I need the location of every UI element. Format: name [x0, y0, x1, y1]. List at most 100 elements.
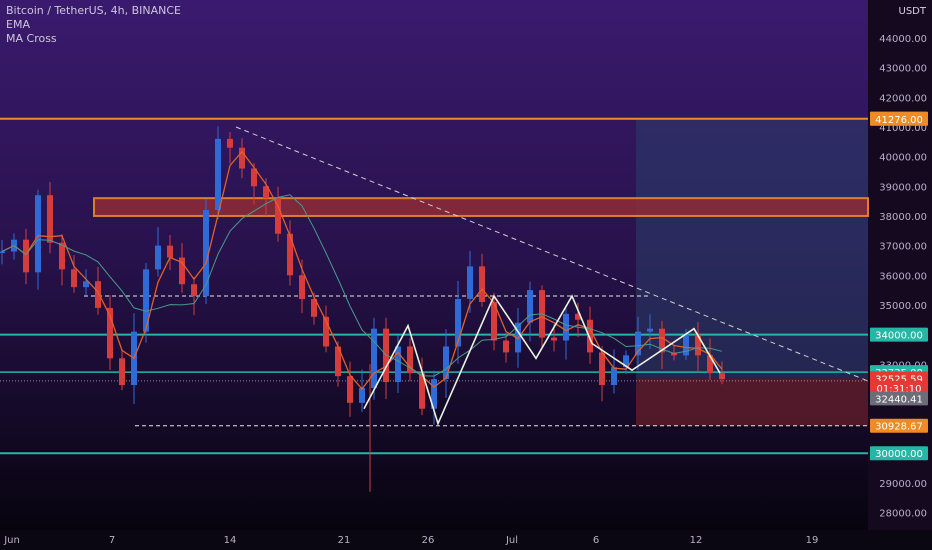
candle-body[interactable]: [635, 331, 641, 356]
price-tick-label: 44000.00: [879, 34, 927, 45]
price-badge-text: 41276.00: [875, 115, 923, 126]
candle-body[interactable]: [371, 328, 377, 388]
price-tick-label: 41000.00: [879, 123, 927, 134]
candle-body[interactable]: [659, 328, 665, 353]
price-badge-1: [870, 111, 928, 126]
candle-body[interactable]: [695, 334, 701, 356]
candle-body[interactable]: [587, 319, 593, 353]
price-badge-text: 32525.59: [875, 374, 923, 385]
price-tick-label: 35000.00: [879, 301, 927, 312]
candle-body[interactable]: [0, 251, 5, 254]
candle-body[interactable]: [431, 379, 437, 409]
candle-body[interactable]: [47, 195, 53, 243]
candle-body[interactable]: [551, 337, 557, 341]
candle-body[interactable]: [647, 328, 653, 332]
zigzag-line: [363, 294, 721, 426]
price-badge-8: [870, 446, 928, 461]
time-tick-label: 14: [224, 535, 237, 546]
price-badge-2: [870, 327, 928, 342]
candle-body[interactable]: [227, 138, 233, 148]
candle-body[interactable]: [59, 242, 65, 270]
trendline: [235, 126, 869, 382]
candle-body[interactable]: [455, 299, 461, 347]
ma-cross-line: [1, 194, 723, 377]
candle-body[interactable]: [143, 269, 149, 332]
candle-body[interactable]: [707, 355, 713, 374]
candle-body[interactable]: [35, 195, 41, 273]
candle-body[interactable]: [323, 316, 329, 347]
candle-body[interactable]: [491, 301, 497, 341]
candle-body[interactable]: [563, 313, 569, 341]
candle-body[interactable]: [251, 168, 257, 187]
candle-body[interactable]: [275, 198, 281, 234]
time-tick-label: 19: [806, 535, 819, 546]
candle-body[interactable]: [347, 376, 353, 403]
price-badge-text: 30000.00: [875, 449, 923, 460]
candle-body[interactable]: [407, 346, 413, 374]
candle-body[interactable]: [719, 373, 725, 380]
price-badge-text: 34000.00: [875, 331, 923, 342]
profit-zone: [636, 118, 868, 379]
time-tick-label: 26: [422, 535, 435, 546]
symbol-title[interactable]: Bitcoin / TetherUS, 4h, BINANCE: [6, 4, 182, 17]
candle-body[interactable]: [107, 307, 113, 359]
price-badge-text: 32440.41: [875, 394, 923, 405]
price-badge-text: 01:31:10: [877, 384, 922, 395]
price-tick-label: 29000.00: [879, 479, 927, 490]
candle-body[interactable]: [263, 186, 269, 199]
candle-body[interactable]: [575, 313, 581, 320]
price-tick-label: 38000.00: [879, 212, 927, 223]
price-tick-label: 43000.00: [879, 64, 927, 75]
candle-body[interactable]: [479, 266, 485, 302]
candle-body[interactable]: [155, 245, 161, 270]
candle-body[interactable]: [359, 387, 365, 403]
candle-body[interactable]: [683, 334, 689, 356]
candle-body[interactable]: [599, 352, 605, 386]
price-tick-label: 36000.00: [879, 271, 927, 282]
candle-body[interactable]: [203, 210, 209, 297]
candle-body[interactable]: [335, 346, 341, 377]
candle-body[interactable]: [443, 346, 449, 380]
time-tick-label: Jul: [505, 535, 518, 546]
time-axis-panel: [0, 530, 932, 550]
time-tick-label: 6: [593, 535, 599, 546]
ema-line: [1, 150, 723, 391]
price-badge-7: [870, 418, 928, 433]
candle-body[interactable]: [179, 257, 185, 285]
price-tick-label: 39000.00: [879, 182, 927, 193]
price-tick-label: 28000.00: [879, 509, 927, 520]
price-tick-label: 40000.00: [879, 153, 927, 164]
candle-body[interactable]: [311, 299, 317, 317]
candle-body[interactable]: [287, 233, 293, 276]
candle-body[interactable]: [119, 358, 125, 386]
candle-body[interactable]: [71, 269, 77, 288]
indicator-ema[interactable]: EMA: [6, 18, 30, 31]
candle-body[interactable]: [167, 245, 173, 258]
candle-body[interactable]: [23, 239, 29, 273]
price-badge-6: [870, 391, 928, 406]
candle-body[interactable]: [215, 138, 221, 211]
indicator-ma-cross[interactable]: MA Cross: [6, 32, 57, 45]
candle-body[interactable]: [191, 284, 197, 297]
candle-body[interactable]: [299, 275, 305, 300]
candle-body[interactable]: [467, 266, 473, 300]
candle-body[interactable]: [395, 346, 401, 383]
candle-body[interactable]: [611, 367, 617, 386]
time-tick-label: 7: [109, 535, 115, 546]
resistance-zone: [93, 197, 869, 217]
loss-zone: [636, 378, 868, 426]
candle-body[interactable]: [503, 340, 509, 353]
price-tick-label: 42000.00: [879, 93, 927, 104]
candle-body[interactable]: [83, 281, 89, 288]
time-tick-label: 21: [338, 535, 351, 546]
candle-body[interactable]: [239, 147, 245, 169]
candle-body[interactable]: [623, 355, 629, 368]
time-tick-label: 12: [690, 535, 703, 546]
candle-body[interactable]: [527, 290, 533, 323]
candle-body[interactable]: [95, 281, 101, 308]
currency-label[interactable]: USDT: [899, 6, 927, 17]
candle-body[interactable]: [419, 373, 425, 409]
chart-legend: Bitcoin / TetherUS, 4h, BINANCE EMA MA C…: [6, 4, 181, 46]
